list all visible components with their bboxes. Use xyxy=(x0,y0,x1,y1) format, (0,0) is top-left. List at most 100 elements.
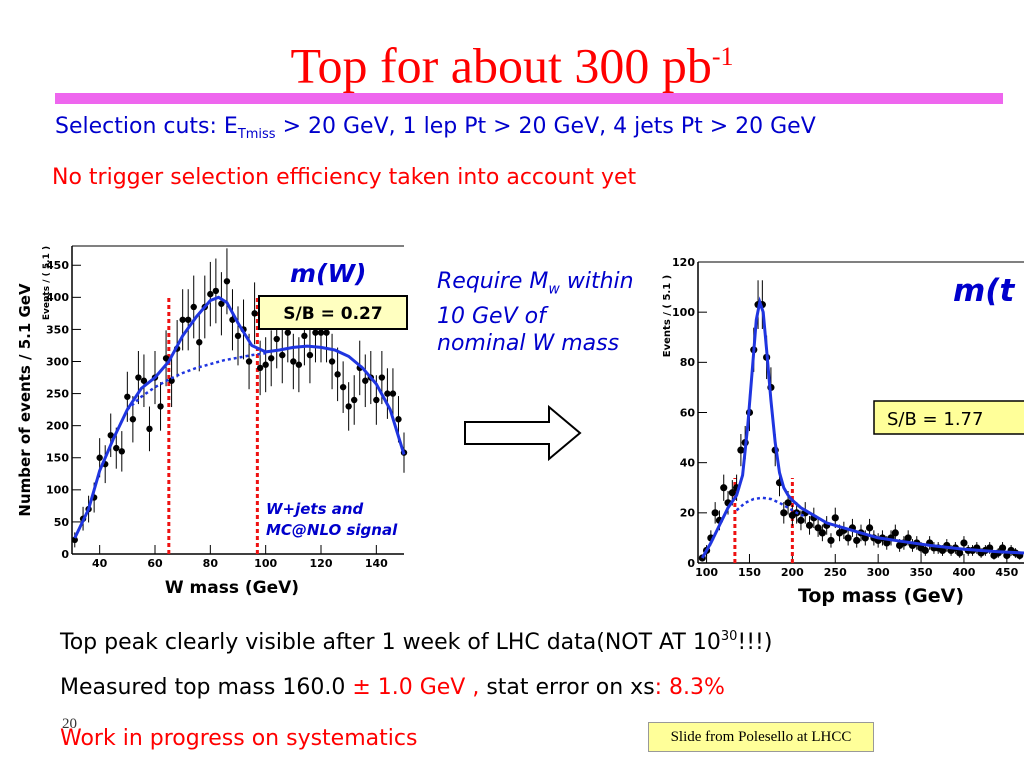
data-point xyxy=(71,536,78,544)
data-point xyxy=(256,364,264,372)
y-axis-small-title: Events / ( 5.1 ) xyxy=(42,246,52,320)
data-point xyxy=(883,539,891,547)
y-tick-label: 100 xyxy=(672,306,695,319)
data-point xyxy=(362,377,369,384)
x-tick-label: 200 xyxy=(781,566,804,579)
data-point xyxy=(118,448,126,455)
x-tick-label: 400 xyxy=(952,566,975,579)
data-point xyxy=(284,329,291,336)
total-fit-curve xyxy=(73,295,406,539)
data-point xyxy=(251,310,258,317)
data-point xyxy=(245,358,253,365)
bullet-measured-mass: Measured top mass 160.0 ± 1.0 GeV , stat… xyxy=(60,673,725,703)
data-point xyxy=(818,529,826,537)
x-tick-label: 100 xyxy=(695,566,718,579)
bullet-top-peak-text: Top peak clearly visible after 1 week of… xyxy=(60,630,721,655)
y-axis-title: Number of events / 5.1 GeV xyxy=(16,283,34,517)
data-point xyxy=(140,377,148,384)
data-point xyxy=(317,329,325,336)
data-point xyxy=(129,416,137,423)
data-point xyxy=(345,403,352,410)
y-tick-label: 250 xyxy=(46,387,69,400)
data-point xyxy=(207,290,214,298)
data-point xyxy=(190,303,197,311)
bullet-mass-error: ± 1.0 GeV , xyxy=(352,675,480,700)
bullet-mass-prefix: Measured top mass 160.0 xyxy=(60,675,353,700)
x-tick-label: 140 xyxy=(365,557,388,570)
slide-title: Top for about 300 pb-1 xyxy=(0,25,1024,98)
data-point xyxy=(780,509,788,517)
data-point xyxy=(711,509,719,517)
y-tick-label: 60 xyxy=(680,406,696,419)
y-tick-label: 40 xyxy=(680,457,696,470)
bullet-mass-value: : 8.3% xyxy=(654,675,725,700)
data-point xyxy=(185,316,192,323)
data-point xyxy=(96,454,103,461)
require-note-prefix: Require M xyxy=(437,269,549,294)
data-point xyxy=(107,432,114,439)
selection-cuts-suffix: > 20 GeV, 1 lep Pt > 20 GeV, 4 jets Pt >… xyxy=(275,114,816,139)
data-point xyxy=(262,361,269,368)
data-point xyxy=(290,358,297,365)
y-tick-label: 450 xyxy=(46,259,69,272)
data-point xyxy=(891,529,899,537)
data-point xyxy=(301,332,308,340)
data-point xyxy=(234,332,242,340)
data-point xyxy=(844,534,852,542)
x-tick-label: 40 xyxy=(92,557,108,570)
bullet-work-in-progress: Work in progress on systematics xyxy=(60,726,418,751)
background-fit-curve xyxy=(735,496,806,518)
slide-title-text: Top for about 300 pb xyxy=(290,37,712,94)
data-point xyxy=(998,544,1007,552)
data-point xyxy=(378,374,386,381)
data-point xyxy=(179,316,186,323)
bullet-top-peak-end: !!!) xyxy=(737,630,773,655)
bullet-mass-mid: stat error on xs xyxy=(479,675,655,700)
data-point xyxy=(960,539,968,547)
data-point xyxy=(395,416,402,423)
data-point xyxy=(853,536,861,545)
bullet-top-peak-exponent: 30 xyxy=(720,629,738,644)
data-point xyxy=(904,534,912,542)
data-point xyxy=(956,549,964,557)
data-point xyxy=(279,351,286,359)
require-note-rest: within 10 GeV of nominal W mass xyxy=(437,269,634,357)
data-point xyxy=(373,396,380,404)
data-point xyxy=(797,516,805,524)
x-tick-label: 250 xyxy=(824,566,847,579)
data-point xyxy=(306,351,314,359)
chart-title: m(W) xyxy=(290,259,366,288)
sb-ratio-box xyxy=(258,295,408,330)
data-point xyxy=(814,524,822,532)
data-point xyxy=(784,499,792,507)
sb-ratio-label: S/B = 0.27 xyxy=(283,304,382,324)
data-point xyxy=(728,489,736,497)
bullet-top-peak: Top peak clearly visible after 1 week of… xyxy=(60,622,772,658)
y-tick-label: 150 xyxy=(46,452,69,465)
y-axis-small-title: Events / ( 5.1 ) xyxy=(662,275,673,357)
slide-number: 20 xyxy=(62,716,77,732)
data-point xyxy=(351,396,358,404)
data-point xyxy=(295,361,303,368)
sb-ratio-box xyxy=(873,400,1024,435)
data-point xyxy=(865,524,874,532)
y-tick-label: 0 xyxy=(61,548,69,561)
chart-title: m(t xyxy=(953,273,1015,309)
data-point xyxy=(384,390,391,397)
data-point xyxy=(737,446,745,454)
y-tick-label: 300 xyxy=(46,355,69,368)
x-tick-label: 450 xyxy=(995,566,1018,579)
data-point xyxy=(268,355,275,362)
data-point xyxy=(312,329,319,336)
data-point xyxy=(135,374,142,381)
data-point xyxy=(328,358,336,365)
slide-title-exponent: -1 xyxy=(711,42,734,71)
x-tick-label: 350 xyxy=(910,566,933,579)
title-divider xyxy=(55,93,1003,104)
y-tick-label: 80 xyxy=(680,356,696,369)
sb-ratio-label: S/B = 1.77 xyxy=(887,409,983,430)
right-arrow-icon xyxy=(464,404,582,462)
w-mass-chart: 40 60 80 100 120 140 0 50 100 150 200 250 300 350 400 4… xyxy=(16,245,408,598)
y-tick-label: 20 xyxy=(680,507,696,520)
data-point xyxy=(389,390,397,397)
